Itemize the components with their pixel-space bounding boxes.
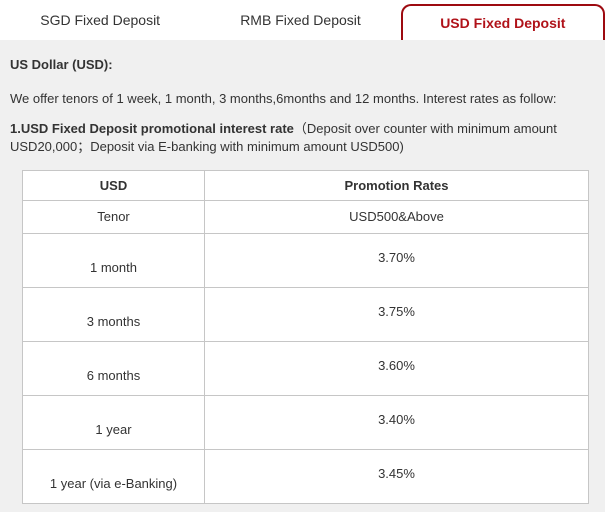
subheader-cell-amount: USD500&Above xyxy=(204,200,589,234)
tab-usd-fixed-deposit[interactable]: USD Fixed Deposit xyxy=(400,4,605,40)
tab-rmb-fixed-deposit[interactable]: RMB Fixed Deposit xyxy=(200,0,400,40)
rate-cell: 3.70% xyxy=(204,233,589,288)
usd-promotion-rates-table: USD Promotion Rates Tenor USD500&Above 1… xyxy=(22,170,589,504)
rate-cell: 3.45% xyxy=(204,449,589,504)
tab-rmb-label: RMB Fixed Deposit xyxy=(240,12,361,28)
rate-cell: 3.40% xyxy=(204,395,589,450)
header-cell-promotion-rates: Promotion Rates xyxy=(204,170,589,201)
table-row: 6 months 3.60% xyxy=(22,341,589,396)
tenor-cell: 1 year (via e-Banking) xyxy=(22,449,205,504)
deposit-tabbar: SGD Fixed Deposit RMB Fixed Deposit USD … xyxy=(0,0,605,40)
header-cell-usd: USD xyxy=(22,170,205,201)
tenor-cell: 3 months xyxy=(22,287,205,342)
tab-usd-label: USD Fixed Deposit xyxy=(440,15,566,31)
tenor-cell: 1 year xyxy=(22,395,205,450)
tab-sgd-label: SGD Fixed Deposit xyxy=(40,12,161,28)
currency-heading: US Dollar (USD): xyxy=(10,57,113,72)
tenor-intro-text: We offer tenors of 1 week, 1 month, 3 mo… xyxy=(10,91,557,106)
tenor-cell: 1 month xyxy=(22,233,205,288)
rate-cell: 3.60% xyxy=(204,341,589,396)
promo-rate-paragraph: 1.USD Fixed Deposit promotional interest… xyxy=(10,120,595,156)
tab-sgd-fixed-deposit[interactable]: SGD Fixed Deposit xyxy=(0,0,200,40)
table-row: 3 months 3.75% xyxy=(22,287,589,342)
promo-rate-title: 1.USD Fixed Deposit promotional interest… xyxy=(10,121,294,136)
promo-rate-note: （Deposit over counter with minimum amoun… xyxy=(10,121,557,154)
table-header-row: USD Promotion Rates xyxy=(22,170,589,201)
rate-cell: 3.75% xyxy=(204,287,589,342)
table-row: 1 month 3.70% xyxy=(22,233,589,288)
subheader-cell-tenor: Tenor xyxy=(22,200,205,234)
tab-content-panel: US Dollar (USD): We offer tenors of 1 we… xyxy=(0,40,605,512)
table-row: 1 year (via e-Banking) 3.45% xyxy=(22,449,589,504)
tenor-cell: 6 months xyxy=(22,341,205,396)
table-subheader-row: Tenor USD500&Above xyxy=(22,200,589,234)
table-row: 1 year 3.40% xyxy=(22,395,589,450)
